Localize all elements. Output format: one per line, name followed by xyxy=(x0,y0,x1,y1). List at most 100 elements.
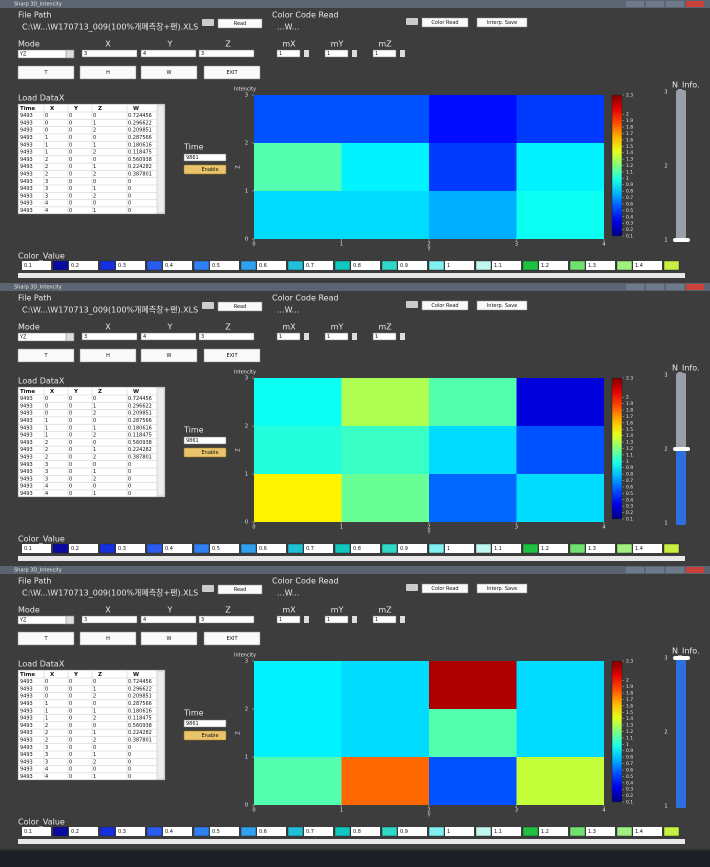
color-swatch[interactable] xyxy=(334,826,351,837)
color-swatch[interactable] xyxy=(569,543,586,554)
spin-button[interactable] xyxy=(352,50,357,57)
color-swatch[interactable] xyxy=(381,260,398,271)
color-value-box[interactable] xyxy=(69,827,98,836)
time-input[interactable] xyxy=(183,436,227,445)
table-scrollbar[interactable] xyxy=(156,104,165,214)
color-value-box[interactable] xyxy=(69,544,98,553)
color-value-box[interactable] xyxy=(304,261,333,270)
window-control[interactable] xyxy=(646,567,664,573)
step-input[interactable] xyxy=(276,49,301,58)
window-control[interactable] xyxy=(646,1,664,7)
dim-input[interactable] xyxy=(81,49,138,58)
dropdown-arrow[interactable] xyxy=(65,49,75,59)
action-button[interactable] xyxy=(203,348,261,363)
color-swatch[interactable] xyxy=(99,260,116,271)
color-swatch[interactable] xyxy=(428,543,445,554)
color-value-box[interactable] xyxy=(586,261,615,270)
interp-save-button[interactable] xyxy=(476,17,528,28)
color-swatch[interactable] xyxy=(381,826,398,837)
color-swatch[interactable] xyxy=(240,543,257,554)
table-scrollbar[interactable] xyxy=(156,670,165,780)
color-swatch[interactable] xyxy=(475,260,492,271)
time-input[interactable] xyxy=(183,719,227,728)
enable-button[interactable] xyxy=(183,730,227,741)
color-value-box[interactable] xyxy=(445,261,474,270)
color-swatch[interactable] xyxy=(428,826,445,837)
color-value-box[interactable] xyxy=(539,261,568,270)
folder-icon[interactable] xyxy=(406,301,418,308)
color-read-button[interactable] xyxy=(421,583,469,594)
color-value-box[interactable] xyxy=(492,544,521,553)
color-value-box[interactable] xyxy=(445,827,474,836)
enable-button[interactable] xyxy=(183,447,227,458)
dim-input[interactable] xyxy=(140,49,197,58)
window-control[interactable] xyxy=(626,1,644,7)
read-button[interactable] xyxy=(217,18,263,29)
color-value-box[interactable] xyxy=(257,544,286,553)
color-swatch[interactable] xyxy=(522,260,539,271)
window-control[interactable] xyxy=(626,567,644,573)
folder-icon[interactable] xyxy=(406,18,418,25)
window-control[interactable] xyxy=(686,1,704,7)
color-swatch[interactable] xyxy=(287,826,304,837)
action-button[interactable] xyxy=(79,65,137,80)
color-value-box[interactable] xyxy=(22,827,51,836)
action-button[interactable] xyxy=(140,348,198,363)
color-swatch[interactable] xyxy=(616,260,633,271)
color-swatch[interactable] xyxy=(334,543,351,554)
step-input[interactable] xyxy=(276,332,301,341)
color-value-box[interactable] xyxy=(163,827,192,836)
color-value-box[interactable] xyxy=(633,544,662,553)
color-value-box[interactable] xyxy=(398,827,427,836)
horizontal-scrollbar[interactable] xyxy=(18,556,685,561)
color-value-box[interactable] xyxy=(257,261,286,270)
action-button[interactable] xyxy=(17,65,75,80)
action-button[interactable] xyxy=(17,631,75,646)
color-swatch[interactable] xyxy=(616,543,633,554)
color-value-box[interactable] xyxy=(398,544,427,553)
color-value-box[interactable] xyxy=(445,544,474,553)
table-scrollbar[interactable] xyxy=(156,387,165,497)
dropdown-arrow[interactable] xyxy=(65,615,75,625)
action-button[interactable] xyxy=(203,631,261,646)
color-value-box[interactable] xyxy=(351,544,380,553)
action-button[interactable] xyxy=(140,65,198,80)
dim-input[interactable] xyxy=(198,332,255,341)
color-swatch[interactable] xyxy=(99,826,116,837)
slider-thumb[interactable] xyxy=(673,656,690,660)
color-swatch[interactable] xyxy=(52,826,69,837)
folder-icon[interactable] xyxy=(202,19,214,26)
color-swatch[interactable] xyxy=(522,543,539,554)
color-value-box[interactable] xyxy=(586,544,615,553)
color-swatch[interactable] xyxy=(99,543,116,554)
window-control[interactable] xyxy=(686,284,704,290)
color-swatch[interactable] xyxy=(146,826,163,837)
color-swatch[interactable] xyxy=(287,260,304,271)
color-value-box[interactable] xyxy=(22,544,51,553)
read-button[interactable] xyxy=(217,584,263,595)
color-swatch[interactable] xyxy=(569,260,586,271)
read-button[interactable] xyxy=(217,301,263,312)
slider-track[interactable] xyxy=(676,90,686,242)
horizontal-scrollbar[interactable] xyxy=(18,839,685,844)
spin-button[interactable] xyxy=(400,616,405,623)
color-value-box[interactable] xyxy=(492,261,521,270)
window-control[interactable] xyxy=(626,284,644,290)
color-value-box[interactable] xyxy=(539,544,568,553)
action-button[interactable] xyxy=(203,65,261,80)
window-control[interactable] xyxy=(686,567,704,573)
action-button[interactable] xyxy=(79,348,137,363)
folder-icon[interactable] xyxy=(202,302,214,309)
color-value-box[interactable] xyxy=(539,827,568,836)
color-swatch[interactable] xyxy=(240,826,257,837)
color-value-box[interactable] xyxy=(351,261,380,270)
color-value-box[interactable] xyxy=(492,827,521,836)
color-swatch[interactable] xyxy=(287,543,304,554)
color-swatch[interactable] xyxy=(616,826,633,837)
interp-save-button[interactable] xyxy=(476,300,528,311)
color-value-box[interactable] xyxy=(22,261,51,270)
color-swatch[interactable] xyxy=(569,826,586,837)
color-swatch[interactable] xyxy=(146,260,163,271)
color-value-box[interactable] xyxy=(633,827,662,836)
color-value-box[interactable] xyxy=(163,261,192,270)
